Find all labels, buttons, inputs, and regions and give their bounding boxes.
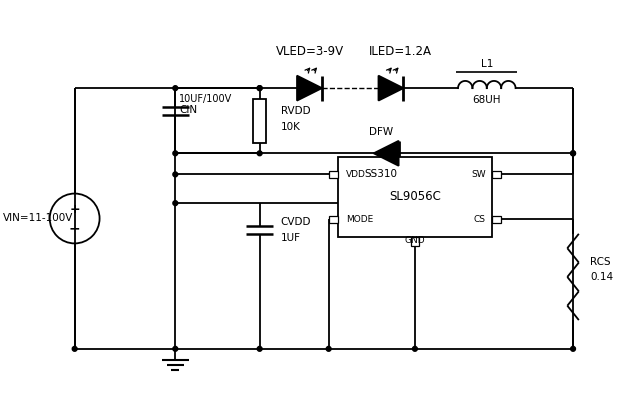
Text: MODE: MODE bbox=[346, 215, 373, 224]
Text: 68UH: 68UH bbox=[473, 95, 501, 104]
Polygon shape bbox=[374, 141, 399, 166]
Text: 10UF/100V: 10UF/100V bbox=[179, 94, 232, 104]
Circle shape bbox=[257, 86, 262, 90]
Circle shape bbox=[173, 151, 178, 156]
Text: GND: GND bbox=[405, 236, 425, 245]
Circle shape bbox=[173, 347, 178, 351]
Circle shape bbox=[173, 172, 178, 177]
Circle shape bbox=[570, 347, 575, 351]
Circle shape bbox=[570, 151, 575, 156]
Text: DFW: DFW bbox=[370, 127, 394, 137]
Text: 10K: 10K bbox=[281, 122, 300, 133]
Circle shape bbox=[173, 86, 178, 90]
Bar bbox=[329, 171, 338, 178]
Text: VIN=11-100V: VIN=11-100V bbox=[3, 214, 74, 223]
Text: CIN: CIN bbox=[179, 105, 197, 115]
Bar bbox=[491, 171, 501, 178]
Text: ILED=1.2A: ILED=1.2A bbox=[369, 45, 432, 58]
Circle shape bbox=[173, 201, 178, 206]
Text: SL9056C: SL9056C bbox=[389, 190, 441, 204]
Circle shape bbox=[257, 347, 262, 351]
Text: RCS: RCS bbox=[590, 257, 611, 267]
Text: +: + bbox=[69, 203, 80, 216]
Text: 0.14: 0.14 bbox=[590, 273, 614, 282]
Circle shape bbox=[257, 151, 262, 156]
Text: SS310: SS310 bbox=[365, 169, 398, 179]
Bar bbox=[338, 157, 491, 237]
Bar bbox=[411, 237, 419, 246]
Text: L1: L1 bbox=[481, 59, 493, 69]
Bar bbox=[329, 216, 338, 223]
Text: RVDD: RVDD bbox=[281, 106, 310, 116]
Circle shape bbox=[257, 86, 262, 90]
Text: −: − bbox=[69, 221, 80, 235]
Circle shape bbox=[570, 151, 575, 156]
Bar bbox=[253, 99, 266, 143]
Text: VLED=3-9V: VLED=3-9V bbox=[276, 45, 344, 58]
Circle shape bbox=[413, 347, 417, 351]
Text: 1UF: 1UF bbox=[281, 233, 301, 243]
Circle shape bbox=[326, 347, 331, 351]
Text: SW: SW bbox=[471, 170, 486, 179]
Text: VDD: VDD bbox=[346, 170, 366, 179]
Polygon shape bbox=[297, 76, 322, 101]
Text: CVDD: CVDD bbox=[281, 217, 311, 227]
Polygon shape bbox=[378, 76, 404, 101]
Text: CS: CS bbox=[474, 215, 486, 224]
Circle shape bbox=[72, 347, 77, 351]
Bar bbox=[491, 216, 501, 223]
